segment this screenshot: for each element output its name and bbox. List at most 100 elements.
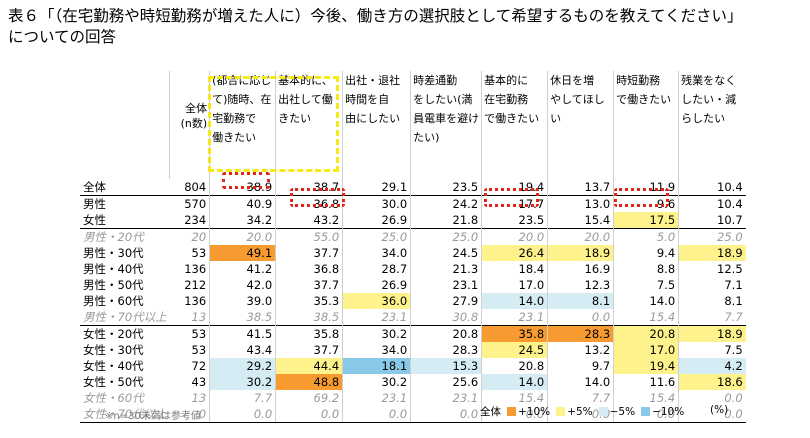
value-cell: 0.0 bbox=[342, 406, 411, 423]
value-cell: 36.0 bbox=[342, 293, 411, 309]
value-cell: 15.3 bbox=[410, 358, 482, 374]
value-cell: 37.7 bbox=[275, 245, 343, 261]
value-cell: 19.4 bbox=[613, 358, 679, 374]
table-row: 男性・60代 136 39.0 35.3 36.0 27.9 14.0 8.1 14.0 8.1 bbox=[80, 293, 746, 309]
legend-swatch-plus5 bbox=[556, 407, 566, 416]
row-n-count: 53 bbox=[191, 342, 207, 357]
column-header: (都合に応じ て)随時、在 宅勤務で 働きたい bbox=[209, 71, 276, 179]
row-n-count: 53 bbox=[169, 325, 210, 342]
column-header: 時差通勤 をしたい(満 員電車を避け たい) bbox=[410, 71, 482, 179]
value-cell: 48.8 bbox=[275, 374, 343, 390]
value-cell: 20.0 bbox=[209, 228, 276, 245]
legend-swatch-minus10 bbox=[641, 407, 651, 416]
value-cell: 36.8 bbox=[275, 261, 343, 277]
table-row: 女性・30代 53 43.4 37.7 34.0 28.3 24.5 13.2 17.0 7.5 bbox=[80, 342, 746, 358]
legend-label: −5% bbox=[609, 405, 636, 418]
value-cell: 12.5 bbox=[678, 261, 746, 277]
row-n-count: 212 bbox=[184, 277, 207, 292]
value-cell: 17.0 bbox=[481, 277, 548, 293]
row-n-count: 570 bbox=[169, 195, 210, 212]
value-cell: 29.2 bbox=[209, 358, 276, 374]
row-label: 女性 bbox=[83, 212, 106, 227]
value-cell: 7.7 bbox=[547, 390, 614, 406]
value-cell: 30.2 bbox=[342, 374, 411, 390]
value-cell: 17.0 bbox=[613, 342, 679, 358]
row-n-count: 136 bbox=[184, 293, 207, 308]
value-cell: 18.1 bbox=[342, 358, 411, 374]
value-cell: 18.9 bbox=[547, 245, 614, 261]
value-cell: 7.7 bbox=[209, 390, 276, 406]
value-cell: 34.0 bbox=[342, 342, 411, 358]
value-cell: 11.6 bbox=[613, 374, 679, 390]
value-cell: 28.3 bbox=[410, 342, 482, 358]
table-row: 女性・40代 72 29.2 44.4 18.1 15.3 20.8 9.7 19.4 4.2 bbox=[80, 358, 746, 374]
table-row: 男性 570 40.9 36.8 30.0 24.2 17.7 13.0 9.6 10.4 bbox=[80, 195, 746, 212]
legend-swatch-minus5 bbox=[598, 407, 608, 416]
legend-label: +5% bbox=[567, 405, 593, 418]
row-label: 男性・20代 bbox=[80, 228, 170, 245]
value-cell: 23.5 bbox=[481, 212, 548, 229]
row-label: 女性・70代以上 bbox=[80, 406, 170, 423]
value-cell: 25.0 bbox=[342, 228, 411, 245]
column-header: 基本的に 在宅勤務 で働きたい bbox=[481, 71, 548, 179]
value-cell: 14.0 bbox=[613, 293, 679, 309]
value-cell: 37.7 bbox=[275, 277, 343, 293]
table-row: 男性・40代 136 41.2 36.8 28.7 21.3 18.4 16.9 8.8 12.5 bbox=[80, 261, 746, 277]
row-n-count: 72 bbox=[191, 358, 207, 373]
value-cell: 49.1 bbox=[209, 245, 276, 261]
value-cell: 37.7 bbox=[275, 342, 343, 358]
row-n-count: 234 bbox=[184, 212, 207, 227]
value-cell: 15.4 bbox=[613, 390, 679, 406]
row-label: 男性・70代以上 bbox=[83, 309, 167, 324]
value-cell: 23.1 bbox=[410, 390, 482, 406]
value-cell: 12.3 bbox=[547, 277, 614, 293]
value-cell: 15.4 bbox=[547, 212, 614, 229]
row-n-count: 43 bbox=[191, 374, 207, 389]
value-cell: 23.1 bbox=[481, 309, 548, 326]
row-label: 男性・60代 bbox=[83, 293, 144, 308]
value-cell: 13.2 bbox=[547, 342, 614, 358]
legend: 全体 +10% +5% −5% −10% bbox=[480, 404, 684, 419]
row-label: 男性・40代 bbox=[83, 261, 144, 276]
value-cell: 4.2 bbox=[678, 358, 746, 374]
value-cell: 13.0 bbox=[547, 195, 614, 212]
header-total: 全体 (n数) bbox=[169, 71, 210, 179]
legend-swatch-plus10 bbox=[507, 407, 516, 416]
row-label: 男性・50代 bbox=[83, 277, 144, 292]
column-header: 残業をなく したい・減 らしたい bbox=[678, 71, 746, 179]
table-row: 女性・20代 53 41.5 35.8 30.2 20.8 35.8 28.3 20.8 18.9 bbox=[80, 325, 746, 342]
survey-results-table: 全体 (n数) (都合に応じ て)随時、在 宅勤務で 働きたい 基本的に、 出社して働 きた… bbox=[80, 71, 746, 423]
value-cell: 13.7 bbox=[547, 179, 614, 196]
value-cell: 7.5 bbox=[613, 277, 679, 293]
value-cell: 10.4 bbox=[678, 195, 746, 212]
table-row: 女性・50代 43 30.2 48.8 30.2 25.6 14.0 14.0 11.6 18.6 bbox=[80, 374, 746, 390]
value-cell: 18.4 bbox=[481, 261, 548, 277]
value-cell: 0.0 bbox=[678, 390, 746, 406]
value-cell: 16.9 bbox=[547, 261, 614, 277]
row-n-count: 136 bbox=[184, 261, 207, 276]
value-cell: 35.3 bbox=[275, 293, 343, 309]
value-cell: 25.0 bbox=[678, 228, 746, 245]
value-cell: 8.1 bbox=[547, 293, 614, 309]
value-cell: 35.8 bbox=[275, 325, 343, 342]
row-label: 女性・30代 bbox=[83, 342, 144, 357]
value-cell: 0.0 bbox=[678, 406, 746, 423]
value-cell: 7.1 bbox=[678, 277, 746, 293]
value-cell: 20.8 bbox=[613, 325, 679, 342]
value-cell: 39.0 bbox=[209, 293, 276, 309]
value-cell: 25.6 bbox=[410, 374, 482, 390]
page-title: 表６「（在宅勤務や時短勤務が増えた人に）今後、働き方の選択肢として希望するものを… bbox=[8, 6, 743, 48]
table-row: 女性・60代 13 7.7 69.2 23.1 23.1 15.4 7.7 15.4 0.0 bbox=[80, 390, 746, 406]
value-cell: 18.9 bbox=[678, 325, 746, 342]
row-label: 男性・30代 bbox=[83, 245, 144, 260]
row-label: 女性・40代 bbox=[83, 358, 144, 373]
value-cell: 35.8 bbox=[481, 325, 548, 342]
row-label: 女性・20代 bbox=[80, 325, 170, 342]
row-label: 男性 bbox=[80, 195, 170, 212]
value-cell: 55.0 bbox=[275, 228, 343, 245]
row-label: 女性・50代 bbox=[83, 374, 144, 389]
value-cell: 8.1 bbox=[678, 293, 746, 309]
title-line-1: 表６「（在宅勤務や時短勤務が増えた人に）今後、働き方の選択肢として希望するものを… bbox=[8, 7, 743, 25]
table-row: 男性・70代以上 13 38.5 38.5 23.1 30.8 23.1 0.0 15.4 7.7 bbox=[80, 309, 746, 326]
footnote: ※n=30未満は参考値 bbox=[105, 411, 201, 422]
